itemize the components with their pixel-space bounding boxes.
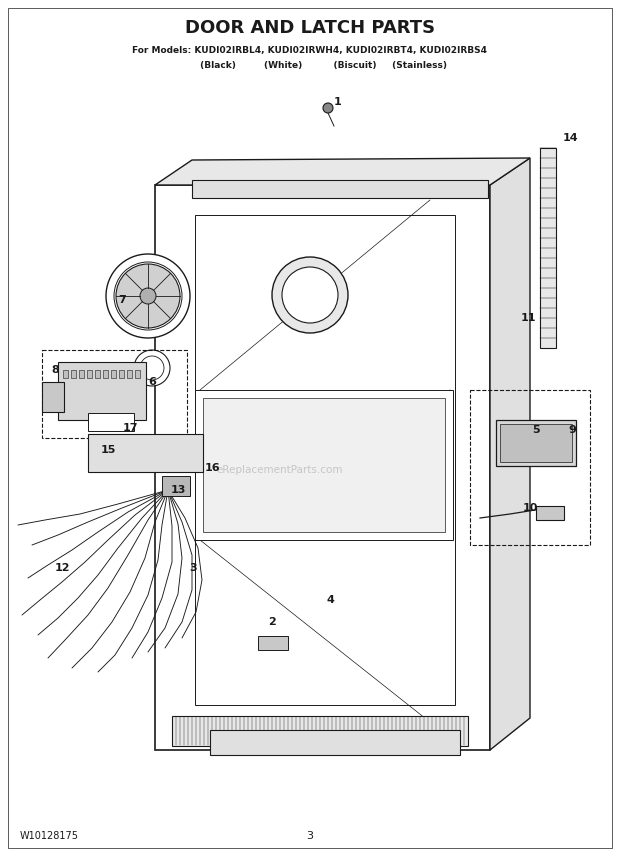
Polygon shape [155, 158, 530, 185]
Bar [42, 382, 64, 412]
Text: 1: 1 [334, 97, 342, 107]
Text: 5: 5 [532, 425, 540, 435]
Bar [162, 476, 190, 496]
Polygon shape [155, 185, 490, 750]
Text: 14: 14 [562, 133, 578, 143]
Bar [203, 398, 445, 532]
Bar [135, 370, 140, 378]
Text: 6: 6 [148, 377, 156, 387]
Text: 17: 17 [122, 423, 138, 433]
Circle shape [140, 288, 156, 304]
Circle shape [134, 350, 170, 386]
Text: (Black)         (White)          (Biscuit)     (Stainless): (Black) (White) (Biscuit) (Stainless) [172, 61, 448, 69]
Text: eReplacementParts.com: eReplacementParts.com [217, 465, 343, 475]
Bar [192, 180, 488, 198]
Bar [540, 148, 556, 348]
Bar [496, 420, 576, 466]
Text: 10: 10 [522, 503, 538, 513]
Bar [258, 636, 288, 650]
Bar [195, 390, 453, 540]
Bar [42, 350, 187, 438]
Bar [63, 370, 68, 378]
Bar [470, 390, 590, 545]
Bar [500, 424, 572, 462]
Bar [88, 413, 134, 431]
Bar [119, 370, 124, 378]
Text: For Models: KUDI02IRBL4, KUDI02IRWH4, KUDI02IRBT4, KUDI02IRBS4: For Models: KUDI02IRBL4, KUDI02IRWH4, KU… [133, 45, 487, 55]
Circle shape [106, 254, 190, 338]
Text: 15: 15 [100, 445, 116, 455]
Circle shape [114, 262, 182, 330]
Bar [195, 215, 455, 705]
Circle shape [282, 267, 338, 323]
Bar [111, 370, 116, 378]
Text: 12: 12 [55, 563, 69, 573]
Bar [172, 716, 468, 746]
Circle shape [272, 257, 348, 333]
Bar [88, 434, 203, 472]
Circle shape [116, 264, 180, 328]
Bar [58, 362, 146, 420]
Text: W10128175: W10128175 [20, 831, 79, 841]
Circle shape [140, 356, 164, 380]
Text: 8: 8 [51, 365, 59, 375]
Text: DOOR AND LATCH PARTS: DOOR AND LATCH PARTS [185, 19, 435, 37]
Bar [79, 370, 84, 378]
Bar [95, 370, 100, 378]
Text: 9: 9 [568, 425, 576, 435]
Bar [127, 370, 132, 378]
Text: 16: 16 [204, 463, 220, 473]
Bar [71, 370, 76, 378]
Text: 4: 4 [326, 595, 334, 605]
Text: 2: 2 [268, 617, 276, 627]
Polygon shape [490, 158, 530, 750]
Text: 7: 7 [118, 295, 126, 305]
Text: 11: 11 [520, 313, 536, 323]
Bar [87, 370, 92, 378]
Bar [536, 506, 564, 520]
Circle shape [323, 103, 333, 113]
Text: 3: 3 [189, 563, 197, 573]
Text: 13: 13 [170, 485, 185, 495]
Text: 3: 3 [306, 831, 314, 841]
Bar [103, 370, 108, 378]
Bar [210, 730, 460, 755]
